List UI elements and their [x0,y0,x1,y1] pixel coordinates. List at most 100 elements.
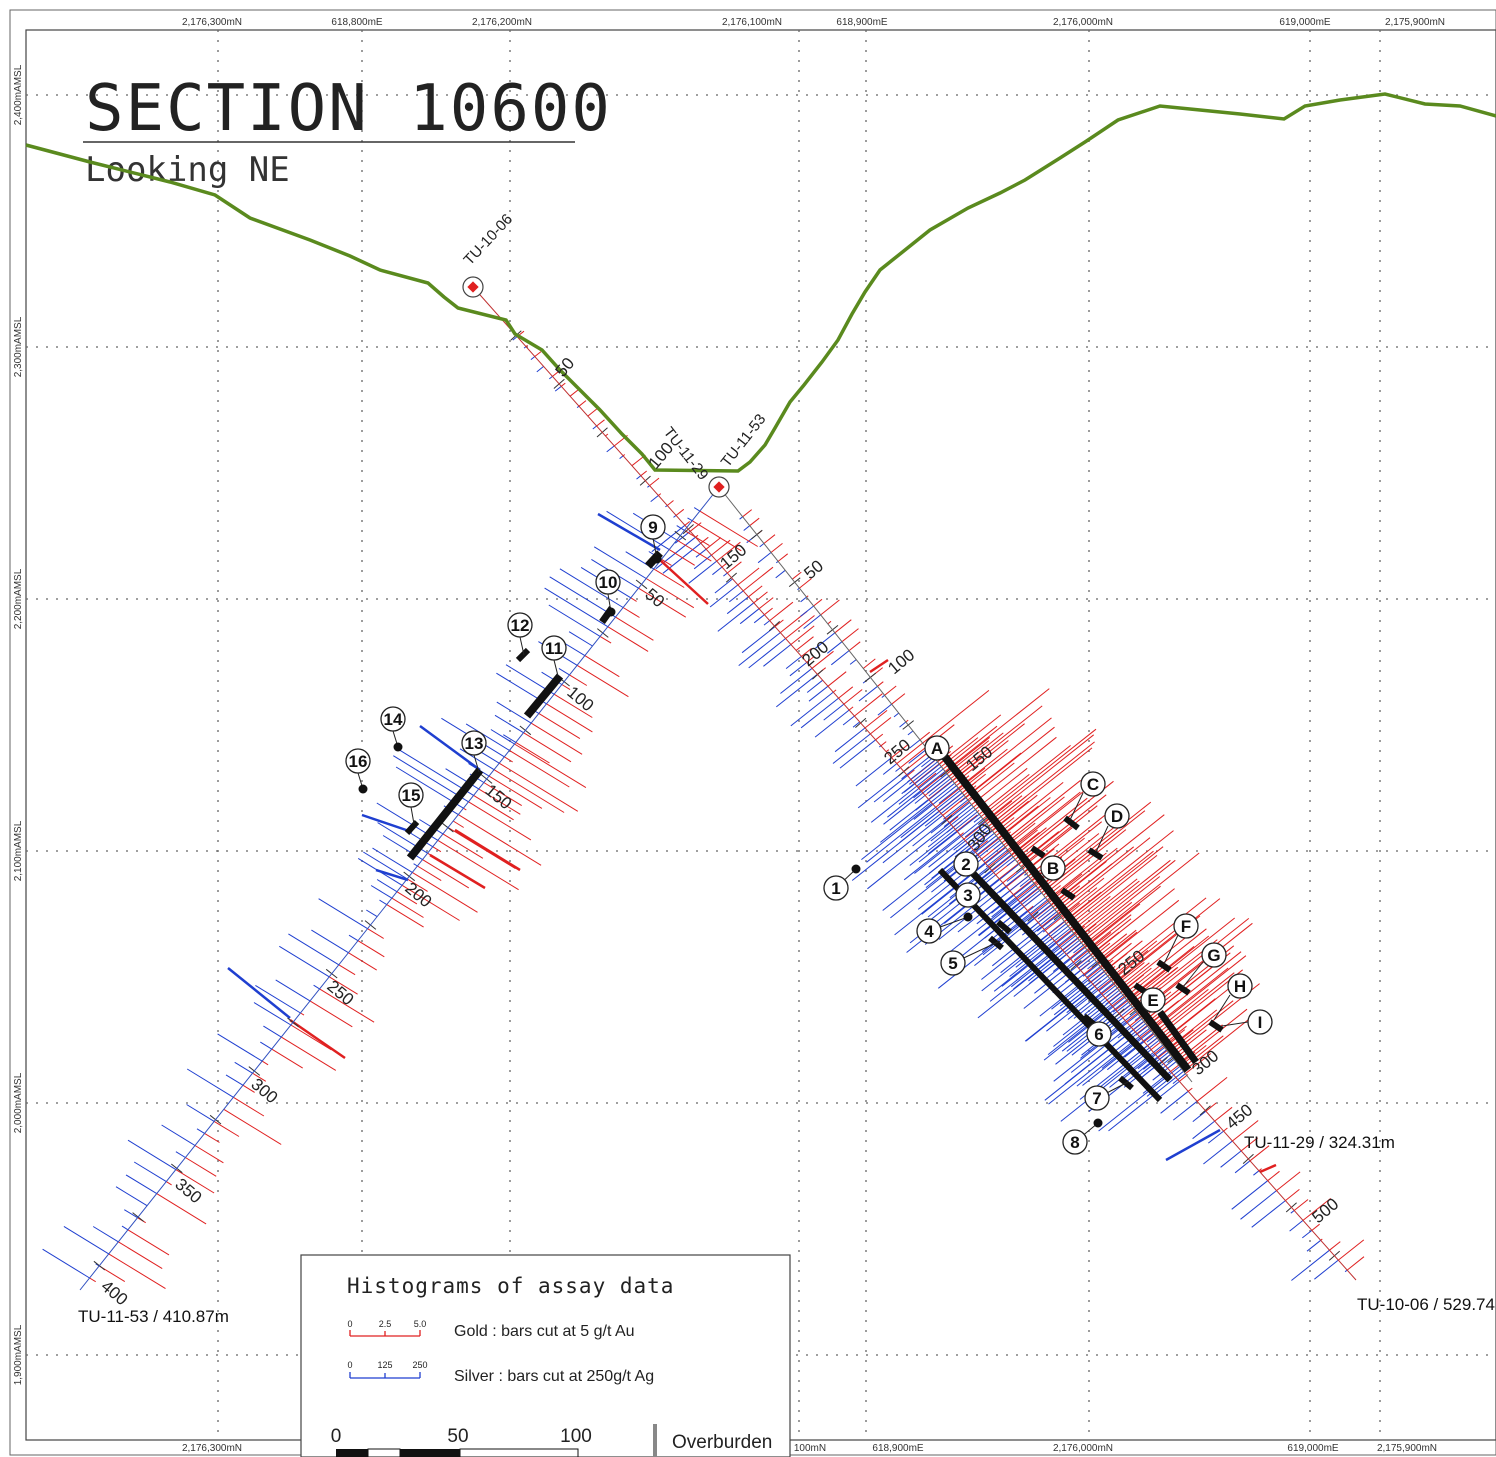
gold-assay-bar [156,1193,207,1225]
bottom-axis-labels: 2,176,300mN 100mN 618,900mE 2,176,000mN … [182,1443,1437,1454]
silver-assay-bar [63,1225,110,1255]
silver-assay-bar [673,515,677,518]
gold-assay-bar [498,762,579,812]
silver-assay-bar [741,626,776,654]
callout-C: C [1069,771,1106,821]
gold-assay-bar [971,736,1057,806]
scale-tick: 100 [560,1426,592,1447]
silver-assay-bar [42,1248,90,1279]
elevation-label: 2,000mAMSL [13,1072,24,1133]
silver-assay-bar [1142,1037,1158,1050]
silver-assay-bar [800,596,807,603]
gold-assay-bar [1067,855,1158,927]
silver-assay-bar [842,715,855,726]
callout-label: 2 [961,855,970,874]
silver-assay-bar [311,929,349,954]
silver-assay-bar [1006,868,1024,882]
gold-assay-bar [885,749,890,753]
silver-assay-bar [253,1002,292,1026]
callout-label: 6 [1094,1025,1103,1044]
gold-assay-bar [870,717,892,735]
silver-assay-bar [937,914,1032,989]
silver-assay-bar [1070,1025,1131,1073]
callout-3: 3 [955,882,981,908]
gold-assay-bar [1097,899,1180,965]
silver-assay-bar [928,825,989,874]
silver-assay-bar [978,856,1014,885]
gold-assay-bar [864,710,888,729]
inner-frame [25,29,1496,1441]
collar-diamond [467,281,479,293]
gold-assay-bar [401,884,460,921]
silver-assay-bar [597,512,661,552]
gold-assay-bar [1054,846,1135,910]
legend-silver-label: Silver : bars cut at 250g/t Ag [454,1368,654,1385]
depth-label: 100 [563,683,597,716]
gold-assay-bar [1152,989,1209,1034]
silver-assay-bar [759,543,765,548]
callout-B: B [1040,855,1066,881]
gold-assay-bar [252,1072,267,1082]
end-of-hole-tu-11-29: TU-11-29 / 324.31m [1244,1133,1395,1152]
silver-assay-bar [496,701,532,724]
gold-assay-bar [233,1096,265,1117]
silver-assay-bar [1015,938,1053,968]
silver-assay-bar [879,782,955,843]
intercept-bar [515,647,531,663]
silver-assay-bar [125,1174,157,1195]
gold-assay-bar [560,382,566,387]
gold-assay-bar [1087,942,1132,979]
silver-assay-bar [1086,966,1101,978]
silver-assay-bar [991,882,1035,918]
gold-assay-bar [928,757,982,800]
silver-assay-bar [1234,1160,1251,1174]
gold-assay-bar [1196,1077,1228,1102]
silver-assay-bar [903,763,940,793]
gold-assay-bar [1050,814,1165,906]
silver-assay-bar [1019,878,1031,887]
gold-assay-bar [935,767,986,808]
callout-I: I [1221,1009,1273,1035]
intercept-bar [1208,1019,1224,1033]
silver-assay-bar [877,703,892,716]
gold-assay-bar [973,804,978,808]
silver-assay-bar [1192,1110,1207,1122]
gold-assay-bar [1168,1000,1234,1053]
silver-assay-bar [832,733,871,764]
intercept-bar [404,819,420,836]
gold-assay-bar [770,543,783,553]
gold-assay-bar [348,952,377,971]
gold-assay-bar [820,599,840,616]
silver-assay-bar [1251,1200,1286,1228]
silver-assay-bar [998,886,1007,893]
gold-assay-bar [396,891,418,905]
silver-assay-bar [1207,1130,1224,1144]
silver-assay-bar [881,694,885,698]
bottom-axis-label: 2,175,900mN [1377,1443,1437,1454]
silver-assay-bar [993,842,1003,850]
silver-assay-bar [938,787,959,804]
silver-assay-bar [912,818,947,847]
gold-assay-bar [869,658,889,674]
silver-assay-bar [866,806,937,863]
gold-assay-bar [959,717,1052,791]
bottom-axis-label: 2,176,300mN [182,1443,242,1454]
silver-assay-bar [1060,1049,1152,1122]
silver-assay-bar [536,366,544,373]
silver-assay-bar [1117,1018,1143,1039]
gold-assay-bar [827,671,847,687]
gold-assay-bar [166,1181,172,1186]
silver-assay-bar [790,691,834,727]
gold-assay-bar [811,650,834,669]
silver-assay-bar [914,795,926,804]
silver-assay-bar [981,916,1061,980]
gold-assay-bar [328,976,358,995]
silver-assay-bar [887,771,946,818]
gold-assay-bar [645,578,695,609]
scale-tick: 50 [447,1426,468,1447]
silver-assay-bar [785,656,802,669]
gold-assay-bar [1082,852,1200,946]
silver-assay-bar [1135,1025,1148,1036]
gold-assay-bar [1130,967,1178,1006]
callout-label: F [1181,917,1191,936]
